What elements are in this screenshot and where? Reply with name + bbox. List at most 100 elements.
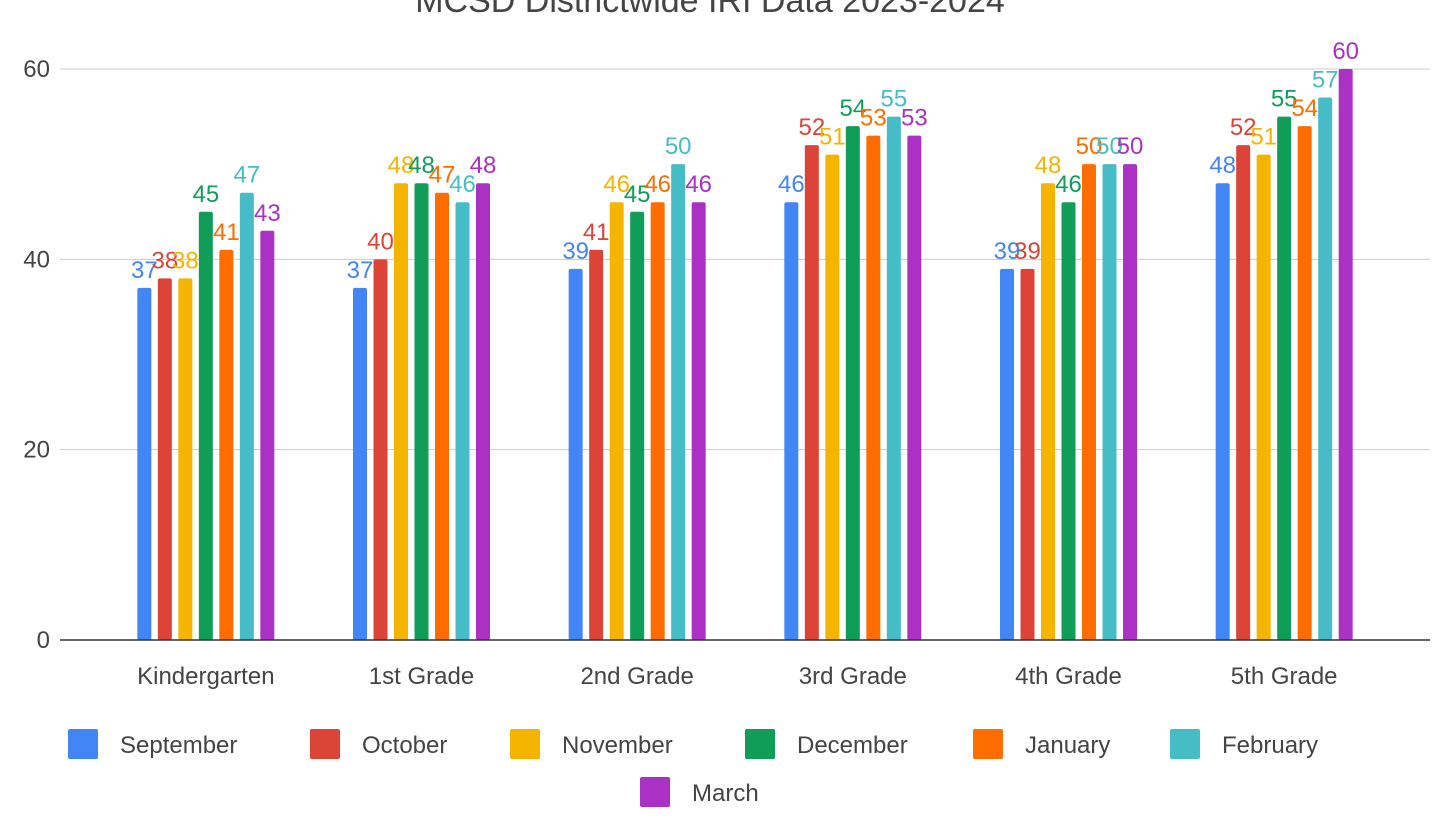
data-label: 39 [994, 238, 1021, 265]
legend-label: February [1222, 732, 1318, 759]
legend-label: November [562, 732, 673, 759]
data-label: 38 [172, 247, 199, 274]
data-label: 43 [254, 200, 281, 227]
bar [1061, 202, 1076, 640]
x-tick-label: 2nd Grade [580, 663, 693, 690]
bar [907, 135, 922, 640]
bar [414, 183, 429, 640]
bar [1215, 183, 1230, 640]
data-label: 53 [901, 105, 928, 132]
data-label: 48 [1209, 152, 1236, 179]
legend-swatch [973, 729, 1003, 759]
bar [1256, 154, 1271, 640]
data-label: 48 [408, 152, 435, 179]
data-label: 41 [583, 219, 610, 246]
x-tick-label: 3rd Grade [799, 663, 907, 690]
data-label: 38 [151, 247, 178, 274]
bar [1236, 145, 1251, 640]
y-tick-label: 60 [23, 56, 50, 83]
data-label: 46 [449, 171, 476, 198]
bar [1041, 183, 1055, 640]
legend-label: January [1025, 732, 1110, 759]
bar [1297, 126, 1312, 641]
data-label: 60 [1332, 38, 1359, 65]
bar [671, 164, 686, 640]
bar [589, 249, 604, 641]
data-label: 46 [778, 171, 805, 198]
data-label: 46 [644, 171, 671, 198]
bar [1277, 116, 1292, 641]
bar [866, 135, 881, 640]
legend-label: December [797, 732, 908, 759]
data-label: 46 [603, 171, 630, 198]
data-label: 52 [798, 114, 825, 141]
bar [239, 192, 254, 640]
data-label: 46 [685, 171, 712, 198]
data-label: 48 [1035, 152, 1062, 179]
bar [1020, 268, 1035, 640]
data-label: 47 [429, 162, 456, 189]
data-label: 54 [1291, 95, 1318, 122]
data-label: 47 [233, 162, 260, 189]
y-tick-label: 40 [23, 246, 50, 273]
data-label: 50 [665, 133, 692, 160]
bar [784, 202, 799, 640]
legend-label: March [692, 780, 759, 807]
data-label: 55 [880, 86, 907, 113]
bar [609, 202, 624, 640]
bar [198, 211, 213, 640]
data-label: 41 [213, 219, 240, 246]
legend-swatch [510, 729, 540, 759]
data-label: 39 [562, 238, 589, 265]
bar [476, 183, 490, 640]
legend-swatch [310, 729, 340, 759]
bar [353, 287, 367, 640]
legend-swatch [68, 729, 98, 759]
bar [845, 126, 860, 641]
data-label: 57 [1312, 67, 1339, 94]
bar [178, 278, 193, 640]
bar [1000, 268, 1014, 640]
legend-label: September [120, 732, 237, 759]
y-tick-label: 0 [37, 627, 50, 654]
bar [1102, 164, 1117, 640]
bar [886, 116, 901, 641]
bar [1123, 164, 1137, 640]
bar [804, 145, 819, 640]
x-tick-label: 4th Grade [1015, 663, 1122, 690]
data-label: 55 [1271, 86, 1298, 113]
bar [650, 202, 665, 640]
data-label: 37 [131, 257, 158, 284]
data-label: 45 [192, 181, 219, 208]
bar [373, 259, 388, 640]
bar [691, 202, 706, 640]
data-label: 45 [624, 181, 651, 208]
data-label: 53 [860, 105, 887, 132]
bar [825, 154, 840, 640]
legend-swatch [745, 729, 775, 759]
bar [137, 287, 152, 640]
bar [435, 192, 449, 640]
chart-title: MCSD Districtwide IRI Data 2023-2024 [415, 0, 1005, 20]
x-tick-label: 5th Grade [1231, 663, 1338, 690]
data-label: 51 [1250, 124, 1277, 151]
data-label: 48 [470, 152, 497, 179]
bar [219, 249, 234, 641]
data-label: 40 [367, 228, 394, 255]
bar [394, 183, 408, 640]
bar [260, 230, 275, 641]
bar [1338, 69, 1353, 640]
x-tick-label: Kindergarten [137, 663, 274, 690]
bar [568, 268, 583, 640]
legend-swatch [1170, 729, 1200, 759]
bar [1082, 164, 1096, 640]
bar [1318, 97, 1333, 641]
data-label: 48 [388, 152, 415, 179]
data-label: 52 [1230, 114, 1257, 141]
data-label: 50 [1117, 133, 1144, 160]
legend-swatch [640, 777, 670, 807]
data-label: 54 [839, 95, 866, 122]
data-label: 39 [1014, 238, 1041, 265]
x-tick-label: 1st Grade [369, 663, 474, 690]
